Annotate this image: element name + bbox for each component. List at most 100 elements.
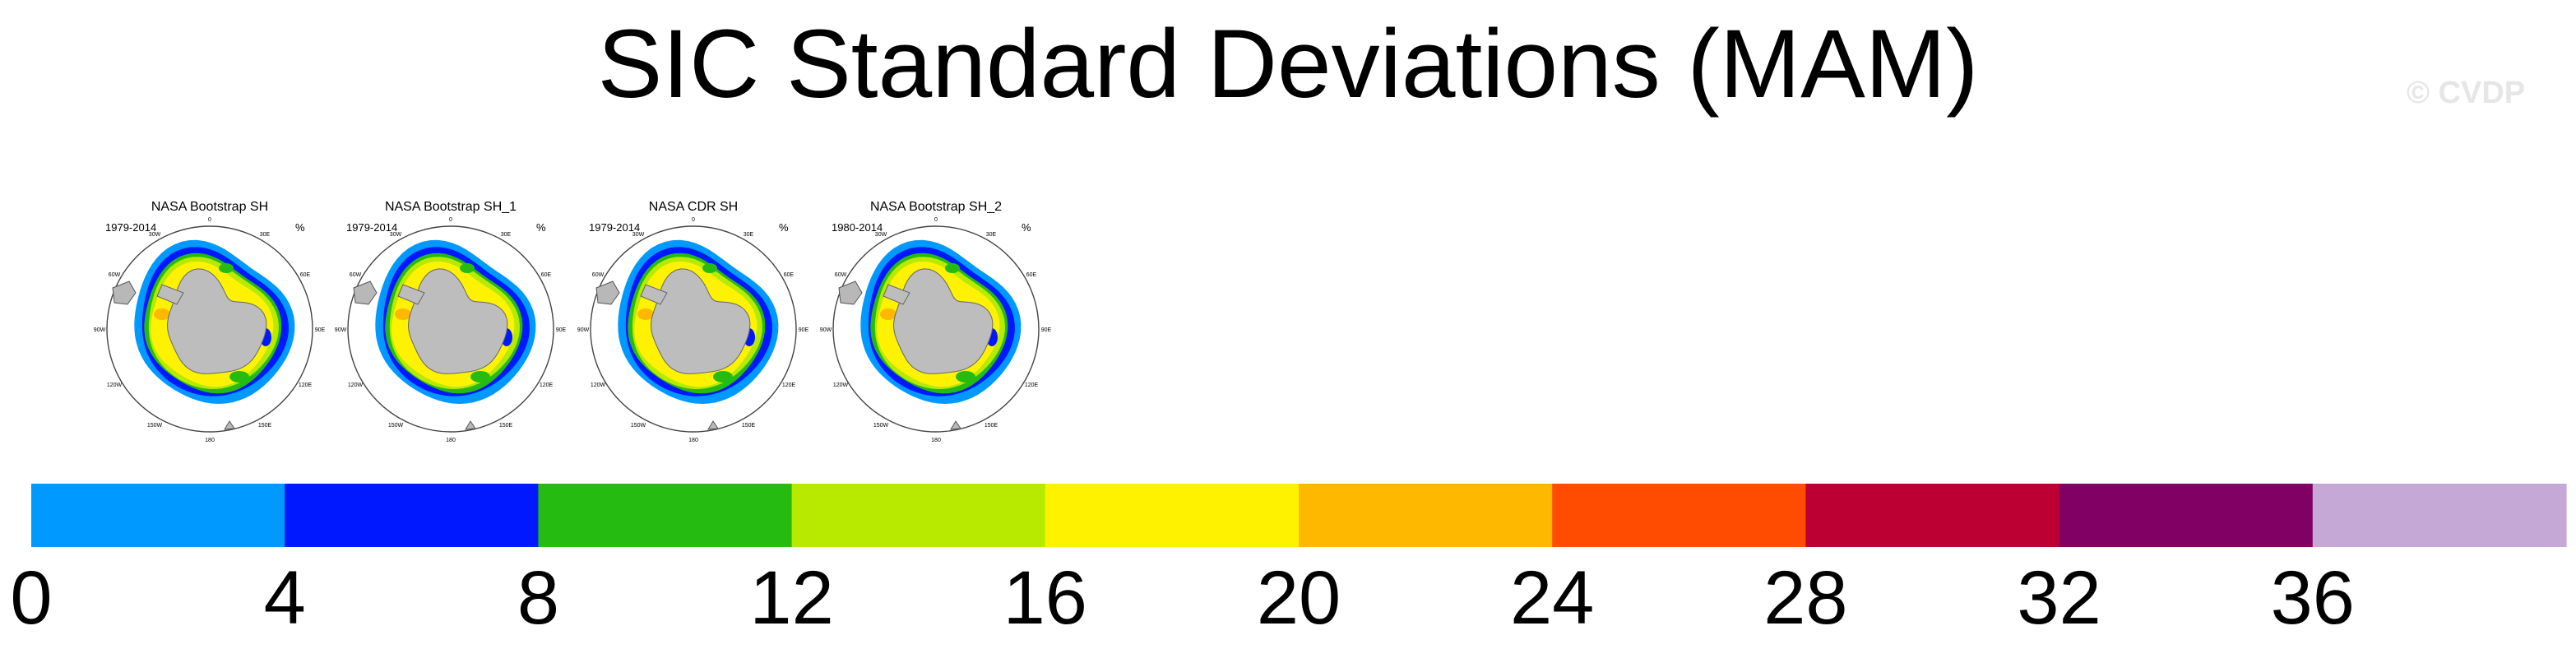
colorbar-tick-label: 20 <box>1257 556 1341 640</box>
map-panel: NASA CDR SH 1979-2014 % 0 30E 60E 90E 120E 150E 1… <box>577 200 809 443</box>
colorbar-bin <box>2059 484 2314 547</box>
sic-patch-orange <box>637 308 654 320</box>
longitude-label: 60W <box>350 272 362 278</box>
south-america-landmass <box>838 280 863 305</box>
longitude-label: 150E <box>499 423 513 429</box>
antarctica-landmass <box>167 268 267 374</box>
australia-landmass <box>224 420 235 430</box>
longitude-label: 60E <box>541 272 552 278</box>
panel-units: % <box>295 221 305 234</box>
colorbar-bin <box>285 484 539 547</box>
australia-landmass <box>707 420 719 430</box>
longitude-label: 30E <box>744 232 754 238</box>
longitude-label: 150E <box>742 423 756 429</box>
sic-patch-green <box>702 263 717 273</box>
longitude-label: 30W <box>390 232 402 238</box>
longitude-label: 180 <box>931 438 941 443</box>
longitude-label: 60W <box>835 272 847 278</box>
south-america-landmass <box>353 280 378 305</box>
longitude-label: 90W <box>820 327 832 333</box>
colorbar-bin <box>1299 484 1553 547</box>
colorbar-bin <box>1805 484 2060 547</box>
longitude-label: 0 <box>934 217 938 223</box>
longitude-label: 150W <box>873 423 889 429</box>
longitude-label: 120W <box>833 382 849 388</box>
longitude-label: 120W <box>107 382 123 388</box>
panel-units: % <box>779 221 789 234</box>
colorbar-bin <box>538 484 793 547</box>
colorbar-tick-label: 8 <box>517 556 559 640</box>
sic-patch-green <box>229 371 249 382</box>
map-panel: NASA Bootstrap SH_1 1979-2014 % 0 30E 60E 90E 1… <box>335 200 567 443</box>
longitude-label: 150W <box>631 423 646 429</box>
longitude-label: 120E <box>782 382 796 388</box>
panel-years: 1979-2014 <box>589 221 640 234</box>
colorbar-tick-label: 0 <box>10 556 52 640</box>
longitude-label: 90W <box>335 327 347 333</box>
sic-patch-green <box>713 371 733 382</box>
panel-title: NASA Bootstrap SH_1 <box>385 200 517 214</box>
colorbar-bin <box>1045 484 1300 547</box>
longitude-label: 30E <box>986 232 997 238</box>
colorbar-bin <box>791 484 1046 547</box>
longitude-label: 120E <box>540 382 554 388</box>
longitude-label: 30E <box>260 232 271 238</box>
antarctic-peninsula <box>640 284 668 305</box>
sic-patch-green <box>470 371 490 382</box>
longitude-label: 150E <box>985 423 998 429</box>
sic-patch-orange <box>154 308 170 320</box>
longitude-label: 150W <box>388 423 404 429</box>
longitude-label: 180 <box>205 438 215 443</box>
colorbar-bin <box>1552 484 1806 547</box>
longitude-label: 90E <box>799 327 809 333</box>
longitude-label: 60W <box>592 272 605 278</box>
longitude-label: 30W <box>875 232 887 238</box>
longitude-label: 120E <box>299 382 313 388</box>
panel-title: NASA CDR SH <box>649 200 738 214</box>
colorbar-tick-label: 36 <box>2271 556 2355 640</box>
cvdp-watermark: © CVDP <box>2407 76 2526 110</box>
sic-patch-green <box>460 263 475 273</box>
longitude-label: 60E <box>300 272 311 278</box>
longitude-label: 150E <box>258 423 272 429</box>
chart-title: SIC Standard Deviations (MAM) <box>597 10 1979 118</box>
map-panel: NASA Bootstrap SH 1979-2014 % 0 30E 60E 90E 120… <box>94 200 326 443</box>
colorbar-tick-label: 24 <box>1510 556 1594 640</box>
longitude-label: 180 <box>446 438 456 443</box>
colorbar-tick-label: 28 <box>1763 556 1847 640</box>
longitude-label: 90W <box>577 327 590 333</box>
longitude-label: 120E <box>1025 382 1039 388</box>
sic-patch-green <box>219 263 234 273</box>
longitude-label: 60W <box>109 272 121 278</box>
map-panel: NASA Bootstrap SH_2 1980-2014 % 0 30E 60E 90E 1… <box>820 200 1052 443</box>
longitude-label: 60E <box>784 272 795 278</box>
colorbar-tick-label: 12 <box>749 556 833 640</box>
colorbar-bin <box>2312 484 2567 547</box>
panel-title: NASA Bootstrap SH_2 <box>870 200 1002 214</box>
colorbar-tick-label: 16 <box>1003 556 1087 640</box>
panel-years: 1980-2014 <box>832 221 883 234</box>
longitude-label: 150W <box>147 423 163 429</box>
longitude-label: 90E <box>556 327 567 333</box>
australia-landmass <box>950 420 961 430</box>
colorbar-tick-label: 4 <box>264 556 306 640</box>
antarctic-peninsula <box>397 284 425 305</box>
longitude-label: 30W <box>632 232 645 238</box>
antarctica-landmass <box>893 268 994 374</box>
sic-patch-orange <box>880 308 897 320</box>
longitude-label: 120W <box>348 382 364 388</box>
colorbar-bin <box>31 484 285 547</box>
longitude-label: 90E <box>315 327 326 333</box>
antarctic-peninsula <box>156 284 184 305</box>
longitude-label: 0 <box>692 217 695 223</box>
longitude-label: 120W <box>591 382 606 388</box>
longitude-label: 30E <box>501 232 512 238</box>
panel-units: % <box>1022 221 1031 234</box>
sic-patch-green <box>945 263 960 273</box>
longitude-label: 0 <box>208 217 211 223</box>
antarctica-landmass <box>651 268 751 374</box>
longitude-label: 30W <box>149 232 161 238</box>
antarctic-peninsula <box>883 284 910 305</box>
